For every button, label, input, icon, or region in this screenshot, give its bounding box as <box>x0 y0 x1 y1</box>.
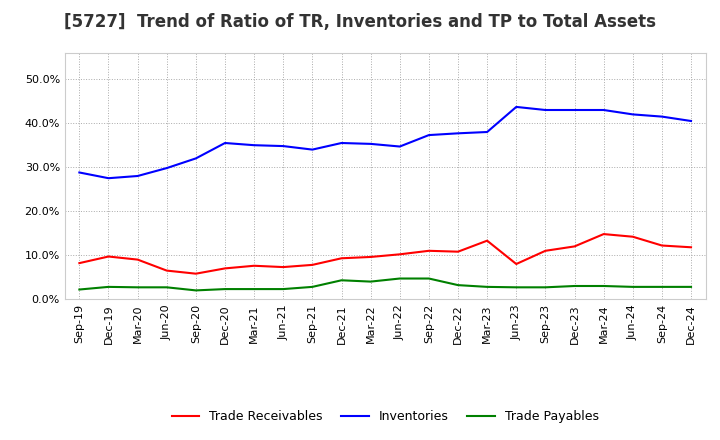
Trade Receivables <box>220 266 229 271</box>
Inventories <box>75 170 84 175</box>
Trade Payables <box>629 284 637 290</box>
Trade Payables <box>425 276 433 281</box>
Trade Receivables <box>512 261 521 267</box>
Inventories <box>104 176 113 181</box>
Inventories <box>570 107 579 113</box>
Inventories <box>192 156 200 161</box>
Trade Receivables <box>657 243 666 248</box>
Inventories <box>425 132 433 138</box>
Inventories <box>133 173 142 179</box>
Trade Payables <box>570 283 579 289</box>
Inventories <box>308 147 317 152</box>
Trade Payables <box>541 285 550 290</box>
Inventories <box>337 140 346 146</box>
Inventories <box>657 114 666 119</box>
Trade Payables <box>483 284 492 290</box>
Inventories <box>483 129 492 135</box>
Inventories <box>687 118 696 124</box>
Trade Receivables <box>541 248 550 253</box>
Line: Trade Payables: Trade Payables <box>79 279 691 290</box>
Trade Receivables <box>366 254 375 260</box>
Trade Payables <box>75 287 84 292</box>
Trade Payables <box>687 284 696 290</box>
Trade Payables <box>163 285 171 290</box>
Trade Payables <box>395 276 404 281</box>
Inventories <box>279 143 287 149</box>
Trade Receivables <box>337 256 346 261</box>
Trade Payables <box>454 282 462 288</box>
Trade Payables <box>220 286 229 292</box>
Trade Payables <box>599 283 608 289</box>
Trade Receivables <box>629 234 637 239</box>
Inventories <box>599 107 608 113</box>
Trade Receivables <box>75 260 84 266</box>
Inventories <box>395 144 404 149</box>
Trade Receivables <box>250 263 258 268</box>
Trade Receivables <box>279 264 287 270</box>
Trade Payables <box>279 286 287 292</box>
Inventories <box>541 107 550 113</box>
Trade Payables <box>512 285 521 290</box>
Trade Receivables <box>483 238 492 243</box>
Trade Payables <box>250 286 258 292</box>
Line: Trade Receivables: Trade Receivables <box>79 234 691 274</box>
Trade Receivables <box>454 249 462 254</box>
Trade Payables <box>133 285 142 290</box>
Trade Receivables <box>192 271 200 276</box>
Inventories <box>366 141 375 147</box>
Trade Receivables <box>570 244 579 249</box>
Trade Payables <box>657 284 666 290</box>
Inventories <box>220 140 229 146</box>
Inventories <box>454 131 462 136</box>
Trade Receivables <box>104 254 113 259</box>
Trade Payables <box>337 278 346 283</box>
Trade Payables <box>192 288 200 293</box>
Trade Payables <box>104 284 113 290</box>
Trade Payables <box>366 279 375 284</box>
Trade Receivables <box>308 262 317 268</box>
Legend: Trade Receivables, Inventories, Trade Payables: Trade Receivables, Inventories, Trade Pa… <box>166 406 604 429</box>
Inventories <box>629 112 637 117</box>
Trade Receivables <box>425 248 433 253</box>
Trade Receivables <box>599 231 608 237</box>
Text: [5727]  Trend of Ratio of TR, Inventories and TP to Total Assets: [5727] Trend of Ratio of TR, Inventories… <box>64 13 656 31</box>
Trade Receivables <box>687 245 696 250</box>
Trade Receivables <box>133 257 142 262</box>
Inventories <box>163 165 171 171</box>
Inventories <box>512 104 521 110</box>
Trade Payables <box>308 284 317 290</box>
Inventories <box>250 143 258 148</box>
Trade Receivables <box>163 268 171 273</box>
Trade Receivables <box>395 252 404 257</box>
Line: Inventories: Inventories <box>79 107 691 178</box>
